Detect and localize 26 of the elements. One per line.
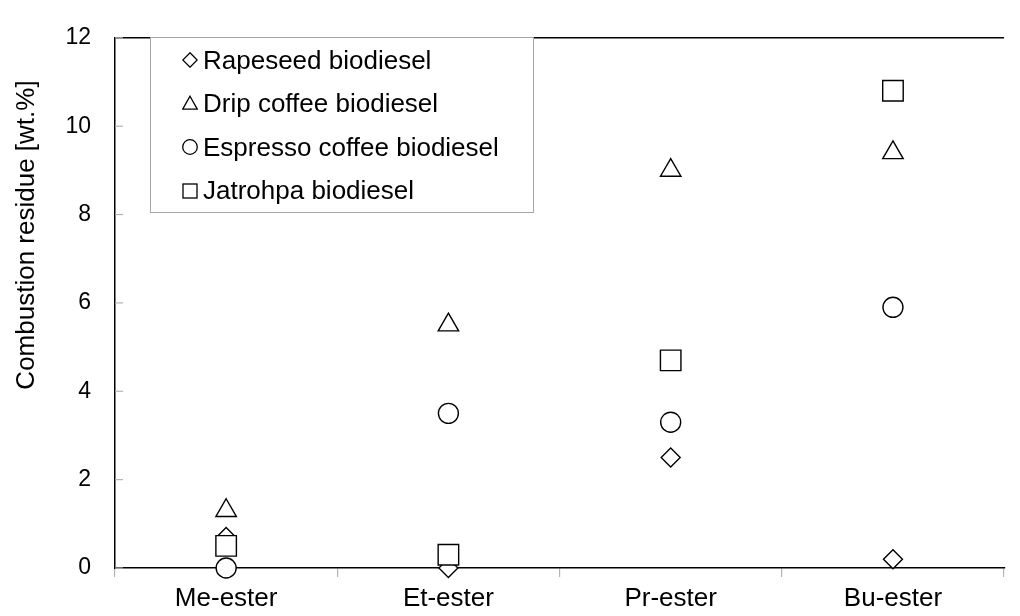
y-tick-label: 6 [78,288,91,315]
point [659,411,682,433]
point [215,557,237,579]
y-tick-label: 4 [78,376,92,403]
legend-label: Rapeseed biodiesel [203,44,432,75]
point [882,548,904,570]
legend-label: Jatrohpa biodiesel [203,175,415,206]
x-tick-label: Pr-ester [624,581,718,612]
y-tick-label: 0 [78,553,91,580]
point [437,543,460,566]
legend-label: Espresso coffee biodiesel [203,131,499,162]
legend-label: Drip coffee biodiesel [203,88,439,119]
point [882,79,904,102]
x-tick-label: Me-ester [174,581,278,612]
point [659,349,682,372]
point [215,534,238,557]
point [660,447,681,468]
point [437,402,460,425]
y-tick-label: 2 [78,464,91,491]
y-tick-label: 8 [78,199,91,226]
y-tick-label: 12 [65,23,91,50]
y-axis-title: Combustion residue [wt.%] [9,80,40,390]
x-tick-label: Et-ester [402,581,495,612]
point [882,296,904,319]
y-tick-label: 10 [65,111,91,138]
x-tick-label: Bu-ester [843,581,943,612]
